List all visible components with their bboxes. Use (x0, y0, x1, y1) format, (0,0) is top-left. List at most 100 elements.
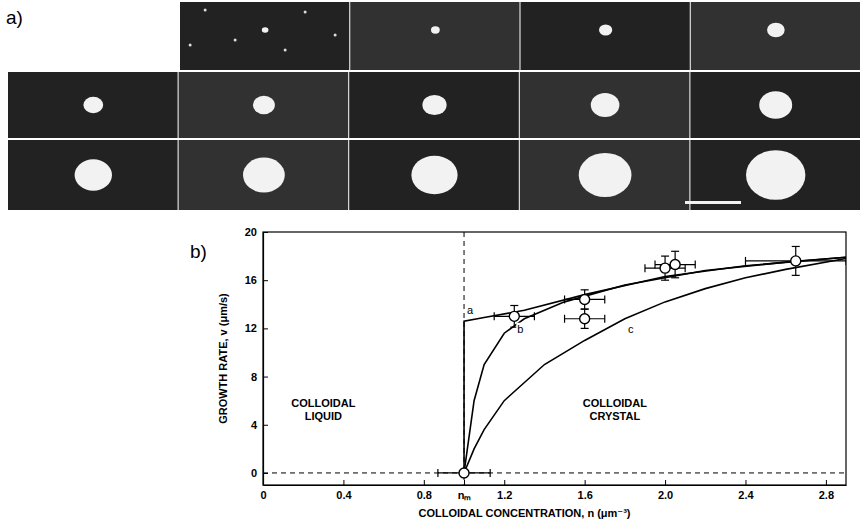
y-tick-label: 20 (245, 226, 257, 238)
micrograph-frame (520, 140, 690, 210)
x-tick: 1.2 (497, 480, 512, 501)
curve-label: c (628, 323, 634, 335)
region-annotation: COLLOIDALCRYSTAL (583, 397, 647, 422)
y-error-cap (661, 280, 669, 281)
curve-label: b (517, 323, 523, 335)
speck (284, 49, 287, 52)
label-ground (466, 304, 475, 316)
plot-area (263, 232, 846, 485)
y-tick-mark (263, 280, 268, 281)
y-tick-label: 4 (251, 419, 258, 431)
y-tick: 16 (245, 274, 268, 286)
region-annotation: COLLOIDALLIQUID (291, 397, 355, 422)
x-error-cap (695, 261, 696, 269)
y-error-cap (581, 309, 589, 310)
curve-label: a (467, 304, 474, 316)
crystal (75, 159, 112, 190)
x-error-cap (845, 257, 846, 265)
x-tick-label: 1.2 (497, 489, 512, 501)
micrograph-frame (8, 140, 178, 210)
speck (189, 44, 192, 47)
y-error-cap (581, 309, 589, 310)
x-error-cap (654, 261, 655, 269)
x-tick-mark (343, 480, 344, 485)
crystal (746, 150, 805, 200)
x-tick-mark (826, 480, 827, 485)
panel-label: a) (6, 7, 23, 28)
y-error-cap (581, 289, 589, 290)
x-axis-title: COLLOIDAL CONCENTRATION, n (μm⁻³) (419, 507, 631, 519)
micrograph-frame (690, 140, 860, 210)
x-tick: nₘ (458, 480, 472, 501)
x-tick: 2.0 (658, 480, 673, 501)
micrograph-frame (8, 72, 178, 138)
x-tick-label: nₘ (458, 489, 472, 501)
panel-label: b) (190, 241, 207, 262)
y-error-cap (671, 277, 679, 278)
micrograph-frame (349, 140, 519, 210)
x-error-cap (604, 315, 605, 323)
reference-line-y (263, 472, 846, 473)
y-tick-mark (263, 232, 268, 233)
x-error-cap (564, 295, 565, 303)
crystal (767, 23, 785, 38)
y-error-cap (671, 251, 679, 252)
x-error-cap (490, 469, 491, 477)
speck (234, 39, 237, 42)
y-error-cap (581, 328, 589, 329)
y-axis-title: GROWTH RATE, v (μm/s) (217, 293, 229, 424)
y-tick-label: 16 (245, 274, 257, 286)
speck (334, 34, 337, 37)
data-point (670, 260, 680, 270)
crystal (579, 153, 632, 197)
micrograph-frame (349, 72, 519, 138)
data-point (791, 256, 801, 266)
micrograph-frame (691, 2, 860, 70)
y-tick: 20 (245, 226, 268, 238)
x-error-cap (604, 295, 605, 303)
y-tick-mark (263, 328, 268, 329)
micrograph-frame (350, 2, 519, 70)
y-error-cap (792, 246, 800, 247)
y-error-cap (792, 275, 800, 276)
y-tick-mark (263, 425, 268, 426)
x-error-cap (494, 312, 495, 320)
scale-bar (685, 201, 741, 204)
x-tick: 0.4 (336, 480, 352, 501)
crystal (253, 96, 275, 114)
x-tick-mark (504, 480, 505, 485)
x-tick: 2.8 (819, 480, 834, 501)
x-error-cap (644, 264, 645, 272)
x-tick-label: 0.8 (417, 489, 432, 501)
micrograph-frame (180, 2, 349, 70)
y-axis-line (263, 233, 264, 486)
data-point (660, 263, 670, 273)
crystal (243, 158, 285, 193)
micrograph-frame (520, 72, 690, 138)
micrograph-frame (179, 140, 349, 210)
y-tick: 4 (251, 419, 268, 431)
x-error-cap (534, 312, 535, 320)
x-tick: 0.8 (417, 480, 432, 501)
x-error-cap (745, 257, 746, 265)
x-tick-mark (665, 480, 666, 485)
y-tick-label: 12 (245, 322, 257, 334)
x-tick-label: 2.4 (738, 489, 754, 501)
fit-curve (464, 259, 846, 473)
y-tick-mark (263, 377, 268, 378)
speck (304, 11, 307, 14)
fit-curve (464, 257, 846, 473)
data-point (509, 311, 519, 321)
data-point (459, 468, 469, 478)
micrograph-frame (690, 72, 860, 138)
crystal (759, 91, 792, 119)
label-ground (627, 323, 635, 335)
data-point (580, 294, 590, 304)
x-error-cap (437, 469, 438, 477)
micrograph-frame (521, 2, 690, 70)
figure: a)b)00.40.8nₘ1.21.62.02.42.8048121620COL… (0, 0, 863, 523)
panel-a: a) (6, 2, 860, 210)
x-tick-label: 2.8 (819, 489, 834, 501)
y-error-cap (510, 305, 518, 306)
label-ground (516, 323, 524, 335)
